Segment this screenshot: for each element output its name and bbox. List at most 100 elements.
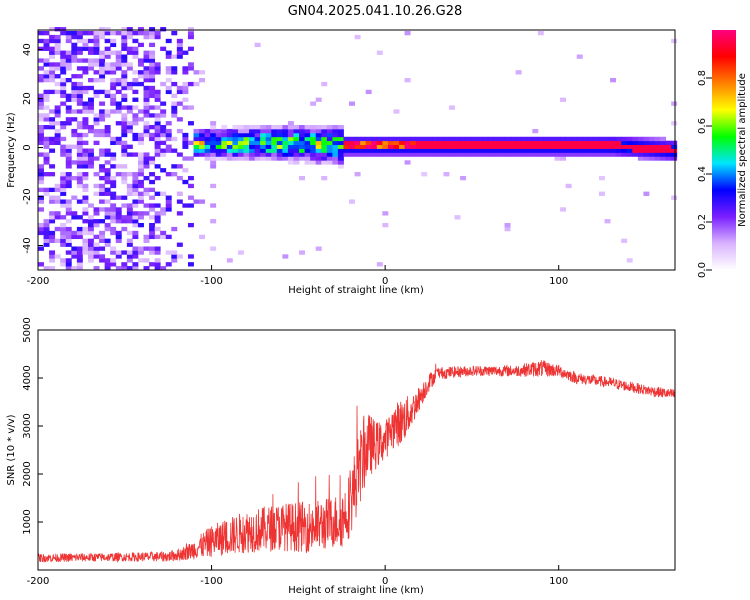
heatmap-cell xyxy=(360,144,367,149)
heatmap-cell xyxy=(149,132,156,138)
heatmap-cell xyxy=(671,121,678,126)
heatmap-cell xyxy=(71,266,78,271)
heatmap-cell xyxy=(321,125,328,130)
heatmap-cell xyxy=(154,136,161,142)
heatmap-cell xyxy=(121,117,128,122)
heatmap-cell xyxy=(576,136,583,142)
heatmap-cell xyxy=(354,172,361,177)
heatmap-cell xyxy=(260,156,267,161)
heatmap-cell xyxy=(482,136,489,142)
heatmap-cell xyxy=(82,164,89,169)
heatmap-cell xyxy=(143,70,150,75)
heatmap-cell xyxy=(626,136,633,142)
heatmap-cell xyxy=(643,156,650,161)
heatmap-cell xyxy=(604,219,611,224)
heatmap-cell xyxy=(82,219,89,224)
heatmap-cell xyxy=(149,195,156,200)
heatmap-cell xyxy=(82,160,89,165)
heatmap-cell xyxy=(60,238,67,243)
heatmap-cell xyxy=(187,156,194,161)
heatmap-cell xyxy=(132,117,139,122)
heatmap-cell xyxy=(104,54,111,59)
heatmap-cell xyxy=(337,125,344,130)
heatmap-cell xyxy=(132,183,139,189)
heatmap-cell xyxy=(421,172,428,177)
heatmap-cell xyxy=(299,136,306,142)
heatmap-cell xyxy=(87,46,94,51)
heatmap-cell xyxy=(210,132,217,138)
heatmap-cell xyxy=(376,140,383,146)
heatmap-cell xyxy=(254,128,261,134)
heatmap-cell xyxy=(260,125,267,130)
snr-x-axis: -200 -100 0 100 xyxy=(27,565,568,587)
heatmap-cell xyxy=(149,89,156,95)
heatmap-cell xyxy=(654,156,661,161)
heatmap-cell xyxy=(87,148,94,153)
heatmap-cell xyxy=(115,211,122,216)
heatmap-cell xyxy=(299,140,306,146)
heatmap-cell xyxy=(654,152,661,157)
heatmap-cell xyxy=(532,144,539,149)
heatmap-cell xyxy=(310,160,317,165)
heatmap-cell xyxy=(143,85,150,91)
heatmap-cell xyxy=(65,152,72,157)
heatmap-cell xyxy=(671,101,678,106)
heatmap-cell xyxy=(115,230,122,236)
heatmap-cell xyxy=(543,136,550,142)
heatmap-cell xyxy=(149,113,156,118)
heatmap-cell xyxy=(654,148,661,153)
heatmap-cell xyxy=(87,58,94,63)
heatmap-cell xyxy=(654,140,661,146)
heatmap-cell xyxy=(610,148,617,153)
heatmap-cell xyxy=(210,219,217,224)
heatmap-cell xyxy=(93,246,100,251)
heatmap-cell xyxy=(126,121,133,126)
heatmap-cell xyxy=(243,152,250,157)
heatmap-cell xyxy=(415,144,422,149)
heatmap-cell xyxy=(65,117,72,122)
heatmap-cell xyxy=(137,136,144,142)
heatmap-cell xyxy=(304,156,311,161)
heatmap-cell xyxy=(126,85,133,91)
heatmap-cell xyxy=(93,234,100,240)
heatmap-cell xyxy=(87,164,94,169)
heatmap-cell xyxy=(137,74,144,79)
heatmap-cell xyxy=(354,140,361,146)
heatmap-cell xyxy=(626,152,633,157)
heatmap-cell xyxy=(371,136,378,142)
heatmap-cell xyxy=(154,70,161,75)
heatmap-cell xyxy=(276,132,283,138)
heatmap-cell xyxy=(415,136,422,142)
heatmap-cell xyxy=(315,156,322,161)
heatmap-cell xyxy=(121,226,128,232)
heatmap-cell xyxy=(76,38,83,44)
heatmap-cell xyxy=(54,46,61,51)
heatmap-cell xyxy=(560,152,567,157)
heatmap-cell xyxy=(632,144,639,149)
heatmap-cell xyxy=(115,238,122,243)
heatmap-cell xyxy=(493,144,500,149)
heatmap-cell xyxy=(315,160,322,165)
heatmap-cell xyxy=(187,105,194,110)
heatmap-cell xyxy=(526,144,533,149)
heatmap-cell xyxy=(571,152,578,157)
heatmap-cell xyxy=(565,140,572,146)
heatmap-cell xyxy=(82,250,89,255)
heatmap-cell xyxy=(232,140,239,146)
colorbar-ticks: 0.00.20.40.60.8 xyxy=(697,70,712,278)
heatmap-cell xyxy=(121,219,128,224)
heatmap-cell xyxy=(287,156,294,161)
heatmap-cell xyxy=(149,262,156,267)
heatmap-cell xyxy=(393,140,400,146)
heatmap-cell xyxy=(515,144,522,149)
heatmap-cell xyxy=(121,105,128,110)
snr-ylabel: SNR (10 * v/v) xyxy=(6,414,17,485)
heatmap-cell xyxy=(60,121,67,126)
heatmap-cell xyxy=(165,121,172,126)
heatmap-cell xyxy=(454,144,461,149)
heatmap-cell xyxy=(232,148,239,153)
heatmap-cell xyxy=(49,254,56,259)
heatmap-cell xyxy=(149,30,156,36)
heatmap-cell xyxy=(143,74,150,79)
